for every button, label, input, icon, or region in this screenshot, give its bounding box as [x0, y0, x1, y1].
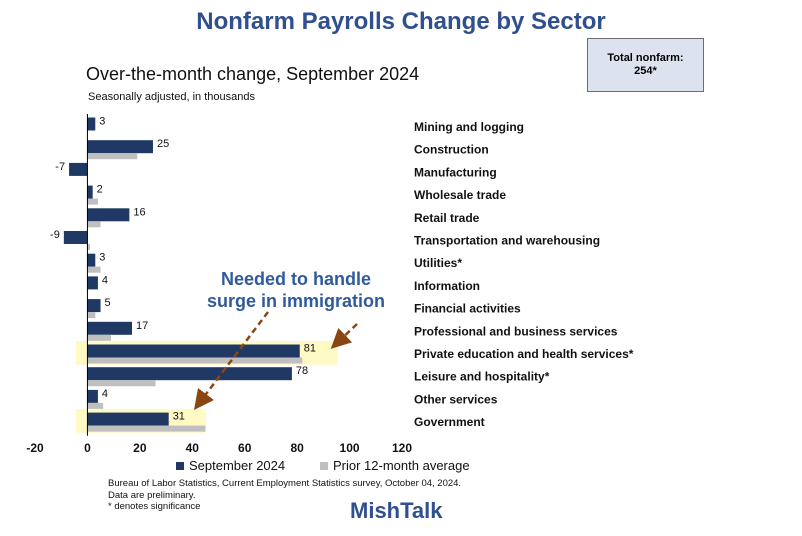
bar-september-2024	[87, 344, 300, 358]
data-label: 25	[157, 138, 169, 150]
category-label: Manufacturing	[414, 165, 497, 179]
category-label: Wholesale trade	[414, 188, 506, 202]
data-label: 3	[99, 116, 105, 128]
data-label: 4	[102, 274, 108, 286]
bar-september-2024	[87, 367, 292, 381]
total-nonfarm-box: Total nonfarm: 254*	[587, 38, 704, 92]
bar-prior-12-month-average	[87, 221, 101, 228]
bar-september-2024	[87, 185, 93, 199]
x-tick-label: 20	[133, 441, 147, 455]
category-label: Construction	[414, 143, 489, 157]
data-label: 31	[173, 411, 185, 423]
data-label: 3	[99, 252, 105, 264]
bar-prior-12-month-average	[87, 198, 98, 205]
x-tick-label: 40	[186, 441, 200, 455]
chart-subtitle: Over-the-month change, September 2024	[86, 64, 420, 84]
source-line-1: Bureau of Labor Statistics, Current Empl…	[108, 478, 462, 489]
total-nonfarm-value: 254*	[634, 65, 657, 77]
source-note: Bureau of Labor Statistics, Current Empl…	[108, 478, 461, 513]
bar-september-2024	[87, 140, 153, 154]
data-label: 78	[296, 365, 308, 377]
x-tick-label: 0	[84, 441, 91, 455]
annotation-text: Needed to handle surge in immigration	[180, 268, 412, 312]
bar-september-2024	[87, 117, 96, 131]
bar-september-2024	[87, 208, 130, 222]
data-label: 16	[133, 206, 145, 218]
total-nonfarm-label: Total nonfarm:	[607, 52, 684, 64]
legend-swatch-current	[176, 461, 184, 470]
category-label: Other services	[414, 392, 498, 406]
category-label: Transportation and warehousing	[414, 234, 600, 248]
bar-prior-12-month-average	[87, 380, 156, 387]
x-tick-label: 120	[392, 441, 412, 455]
legend-item-current: September 2024	[176, 458, 285, 473]
bar-september-2024	[87, 389, 98, 403]
x-tick-label: 60	[238, 441, 252, 455]
data-label: 5	[105, 297, 111, 309]
category-label: Retail trade	[414, 211, 480, 225]
data-label: 2	[97, 184, 103, 196]
category-label: Professional and business services	[414, 324, 618, 338]
source-line-2: Data are preliminary.	[108, 489, 196, 501]
legend-swatch-prior	[320, 461, 328, 470]
bar-september-2024	[87, 321, 132, 335]
brand-logo-text: MishTalk	[350, 498, 443, 523]
page-title: Nonfarm Payrolls Change by Sector	[196, 8, 606, 35]
category-label: Utilities*	[414, 256, 462, 270]
bar-prior-12-month-average	[87, 312, 96, 319]
bar-september-2024	[87, 253, 96, 267]
bar-prior-12-month-average	[87, 334, 112, 341]
bar-prior-12-month-average	[87, 266, 101, 273]
x-tick-label: 80	[290, 441, 304, 455]
bar-prior-12-month-average	[87, 153, 138, 160]
x-tick-label: -20	[26, 441, 44, 455]
bar-september-2024	[87, 412, 169, 426]
source-line-3: * denotes significance	[108, 501, 201, 512]
category-label: Financial activities	[414, 302, 521, 316]
category-label: Leisure and hospitality*	[414, 370, 550, 384]
bar-september-2024	[63, 231, 88, 244]
annotation-line-1: Needed to handle	[220, 269, 372, 289]
category-label: Mining and logging	[414, 120, 524, 134]
arrow-to-government	[193, 311, 269, 410]
category-label: Government	[414, 415, 485, 429]
bar-prior-12-month-average	[87, 244, 91, 250]
annotation-line-2: surge in immigration	[206, 291, 386, 311]
bar-september-2024	[87, 276, 98, 290]
bar-prior-12-month-average	[87, 357, 303, 364]
legend-item-prior: Prior 12-month average	[320, 458, 470, 473]
data-label: 4	[102, 388, 108, 400]
data-label: 81	[304, 343, 316, 355]
x-tick-label: 100	[340, 441, 360, 455]
data-label: 17	[136, 320, 148, 332]
chart-note: Seasonally adjusted, in thousands	[88, 91, 255, 103]
data-label: -7	[55, 161, 65, 173]
bar-prior-12-month-average	[87, 402, 104, 409]
data-label: -9	[50, 229, 60, 241]
arrow-to-education-health	[330, 323, 358, 349]
category-label: Information	[414, 279, 480, 293]
legend-label-prior: Prior 12-month average	[333, 458, 470, 473]
category-label: Private education and health services*	[414, 347, 634, 361]
bar-prior-12-month-average	[87, 425, 206, 432]
legend-label-current: September 2024	[189, 458, 286, 473]
bar-september-2024	[87, 299, 101, 313]
bar-september-2024	[69, 162, 88, 176]
